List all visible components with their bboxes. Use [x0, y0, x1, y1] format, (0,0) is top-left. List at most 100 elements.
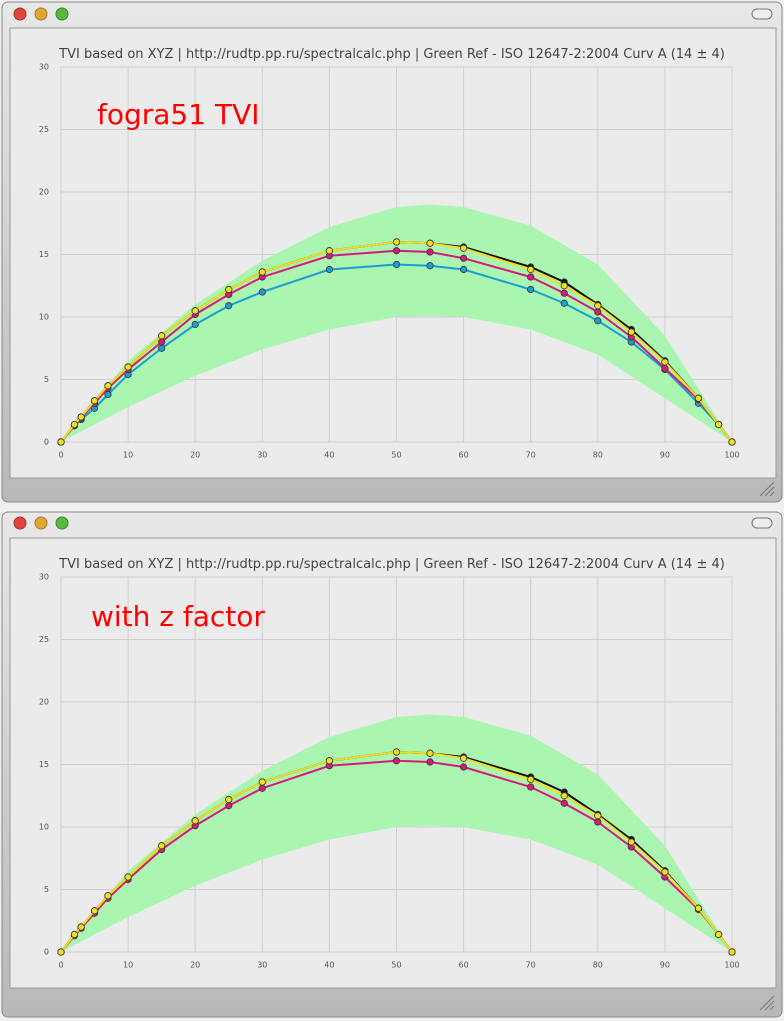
data-point	[594, 317, 602, 325]
series-line	[60, 750, 733, 953]
chart-title: TVI based on XYZ | http://rudtp.pp.ru/sp…	[58, 557, 725, 572]
data-point	[661, 868, 669, 876]
data-point	[124, 363, 132, 371]
data-point	[426, 749, 434, 757]
data-point	[104, 382, 112, 390]
data-point	[527, 285, 535, 294]
data-point	[527, 775, 535, 784]
x-tick-label: 50	[391, 451, 401, 460]
chart-title: TVI based on XYZ | http://rudtp.pp.ru/sp…	[58, 47, 725, 62]
data-point	[594, 812, 602, 820]
data-point	[560, 792, 568, 800]
x-tick-label: 10	[123, 961, 133, 970]
x-tick-label: 30	[257, 961, 267, 970]
y-tick-label: 20	[39, 188, 49, 197]
data-point	[158, 332, 166, 340]
minimize-button[interactable]	[34, 516, 48, 530]
series-line	[60, 263, 733, 443]
x-tick-label: 60	[459, 451, 469, 460]
data-point	[158, 338, 166, 346]
data-point	[560, 299, 568, 307]
data-point	[57, 438, 65, 446]
y-tick-label: 30	[39, 63, 49, 72]
resize-grip[interactable]	[759, 481, 775, 497]
series-line	[60, 240, 733, 443]
data-point	[325, 757, 333, 765]
y-tick-label: 15	[39, 760, 49, 769]
data-point	[158, 344, 166, 352]
data-point	[258, 288, 266, 296]
data-point	[661, 358, 669, 366]
data-point	[694, 394, 703, 402]
data-point	[426, 239, 434, 247]
close-button[interactable]	[13, 7, 27, 21]
tolerance-band	[61, 204, 732, 442]
data-point	[392, 247, 401, 255]
data-point	[124, 873, 132, 881]
data-point	[527, 265, 535, 274]
data-point	[57, 948, 65, 956]
data-point	[225, 802, 233, 810]
data-point	[560, 799, 568, 807]
data-point	[714, 420, 723, 429]
data-point	[426, 262, 434, 270]
data-point	[77, 923, 85, 931]
data-point	[104, 390, 112, 399]
x-tick-label: 20	[190, 961, 200, 970]
x-tick-label: 30	[257, 451, 267, 460]
x-tick-label: 70	[526, 451, 536, 460]
x-tick-label: 40	[324, 451, 334, 460]
x-tick-label: 20	[190, 451, 200, 460]
series-line	[60, 759, 733, 953]
toolbar-button[interactable]	[751, 8, 773, 20]
x-tick-label: 90	[660, 961, 670, 970]
x-tick-label: 90	[660, 451, 670, 460]
zoom-button[interactable]	[55, 7, 69, 21]
data-point	[426, 758, 434, 766]
y-tick-label: 10	[39, 823, 49, 832]
data-point	[392, 238, 401, 246]
data-point	[560, 289, 568, 297]
data-point	[191, 307, 199, 315]
data-point	[90, 397, 99, 405]
data-point	[627, 838, 635, 846]
data-point	[191, 817, 199, 825]
data-point	[459, 265, 468, 274]
data-point	[258, 268, 266, 276]
data-point	[594, 308, 602, 316]
data-point	[325, 265, 333, 274]
data-point	[527, 783, 535, 791]
data-point	[459, 754, 468, 762]
data-point	[258, 778, 266, 786]
x-tick-label: 0	[58, 961, 63, 970]
data-point	[191, 320, 199, 329]
x-tick-label: 50	[391, 961, 401, 970]
y-tick-label: 0	[44, 948, 49, 957]
data-point	[728, 948, 736, 956]
data-point	[392, 260, 401, 269]
annotation: fogra51 TVI	[97, 98, 259, 131]
minimize-button[interactable]	[34, 7, 48, 21]
y-tick-label: 5	[44, 885, 49, 894]
x-tick-label: 40	[324, 961, 334, 970]
data-point	[560, 282, 568, 290]
x-tick-label: 70	[526, 961, 536, 970]
resize-grip[interactable]	[759, 995, 775, 1011]
zoom-button[interactable]	[55, 516, 69, 530]
x-tick-label: 80	[593, 961, 603, 970]
data-point	[594, 302, 602, 310]
annotation: with z factor	[91, 600, 265, 633]
x-tick-label: 10	[123, 451, 133, 460]
toolbar-button[interactable]	[751, 517, 773, 529]
data-point	[258, 784, 266, 792]
data-point	[70, 420, 79, 429]
y-tick-label: 25	[39, 125, 49, 134]
y-tick-label: 0	[44, 438, 49, 447]
y-tick-label: 5	[44, 375, 49, 384]
data-point	[225, 302, 233, 310]
data-point	[70, 930, 79, 939]
close-button[interactable]	[13, 516, 27, 530]
data-point	[459, 763, 468, 771]
